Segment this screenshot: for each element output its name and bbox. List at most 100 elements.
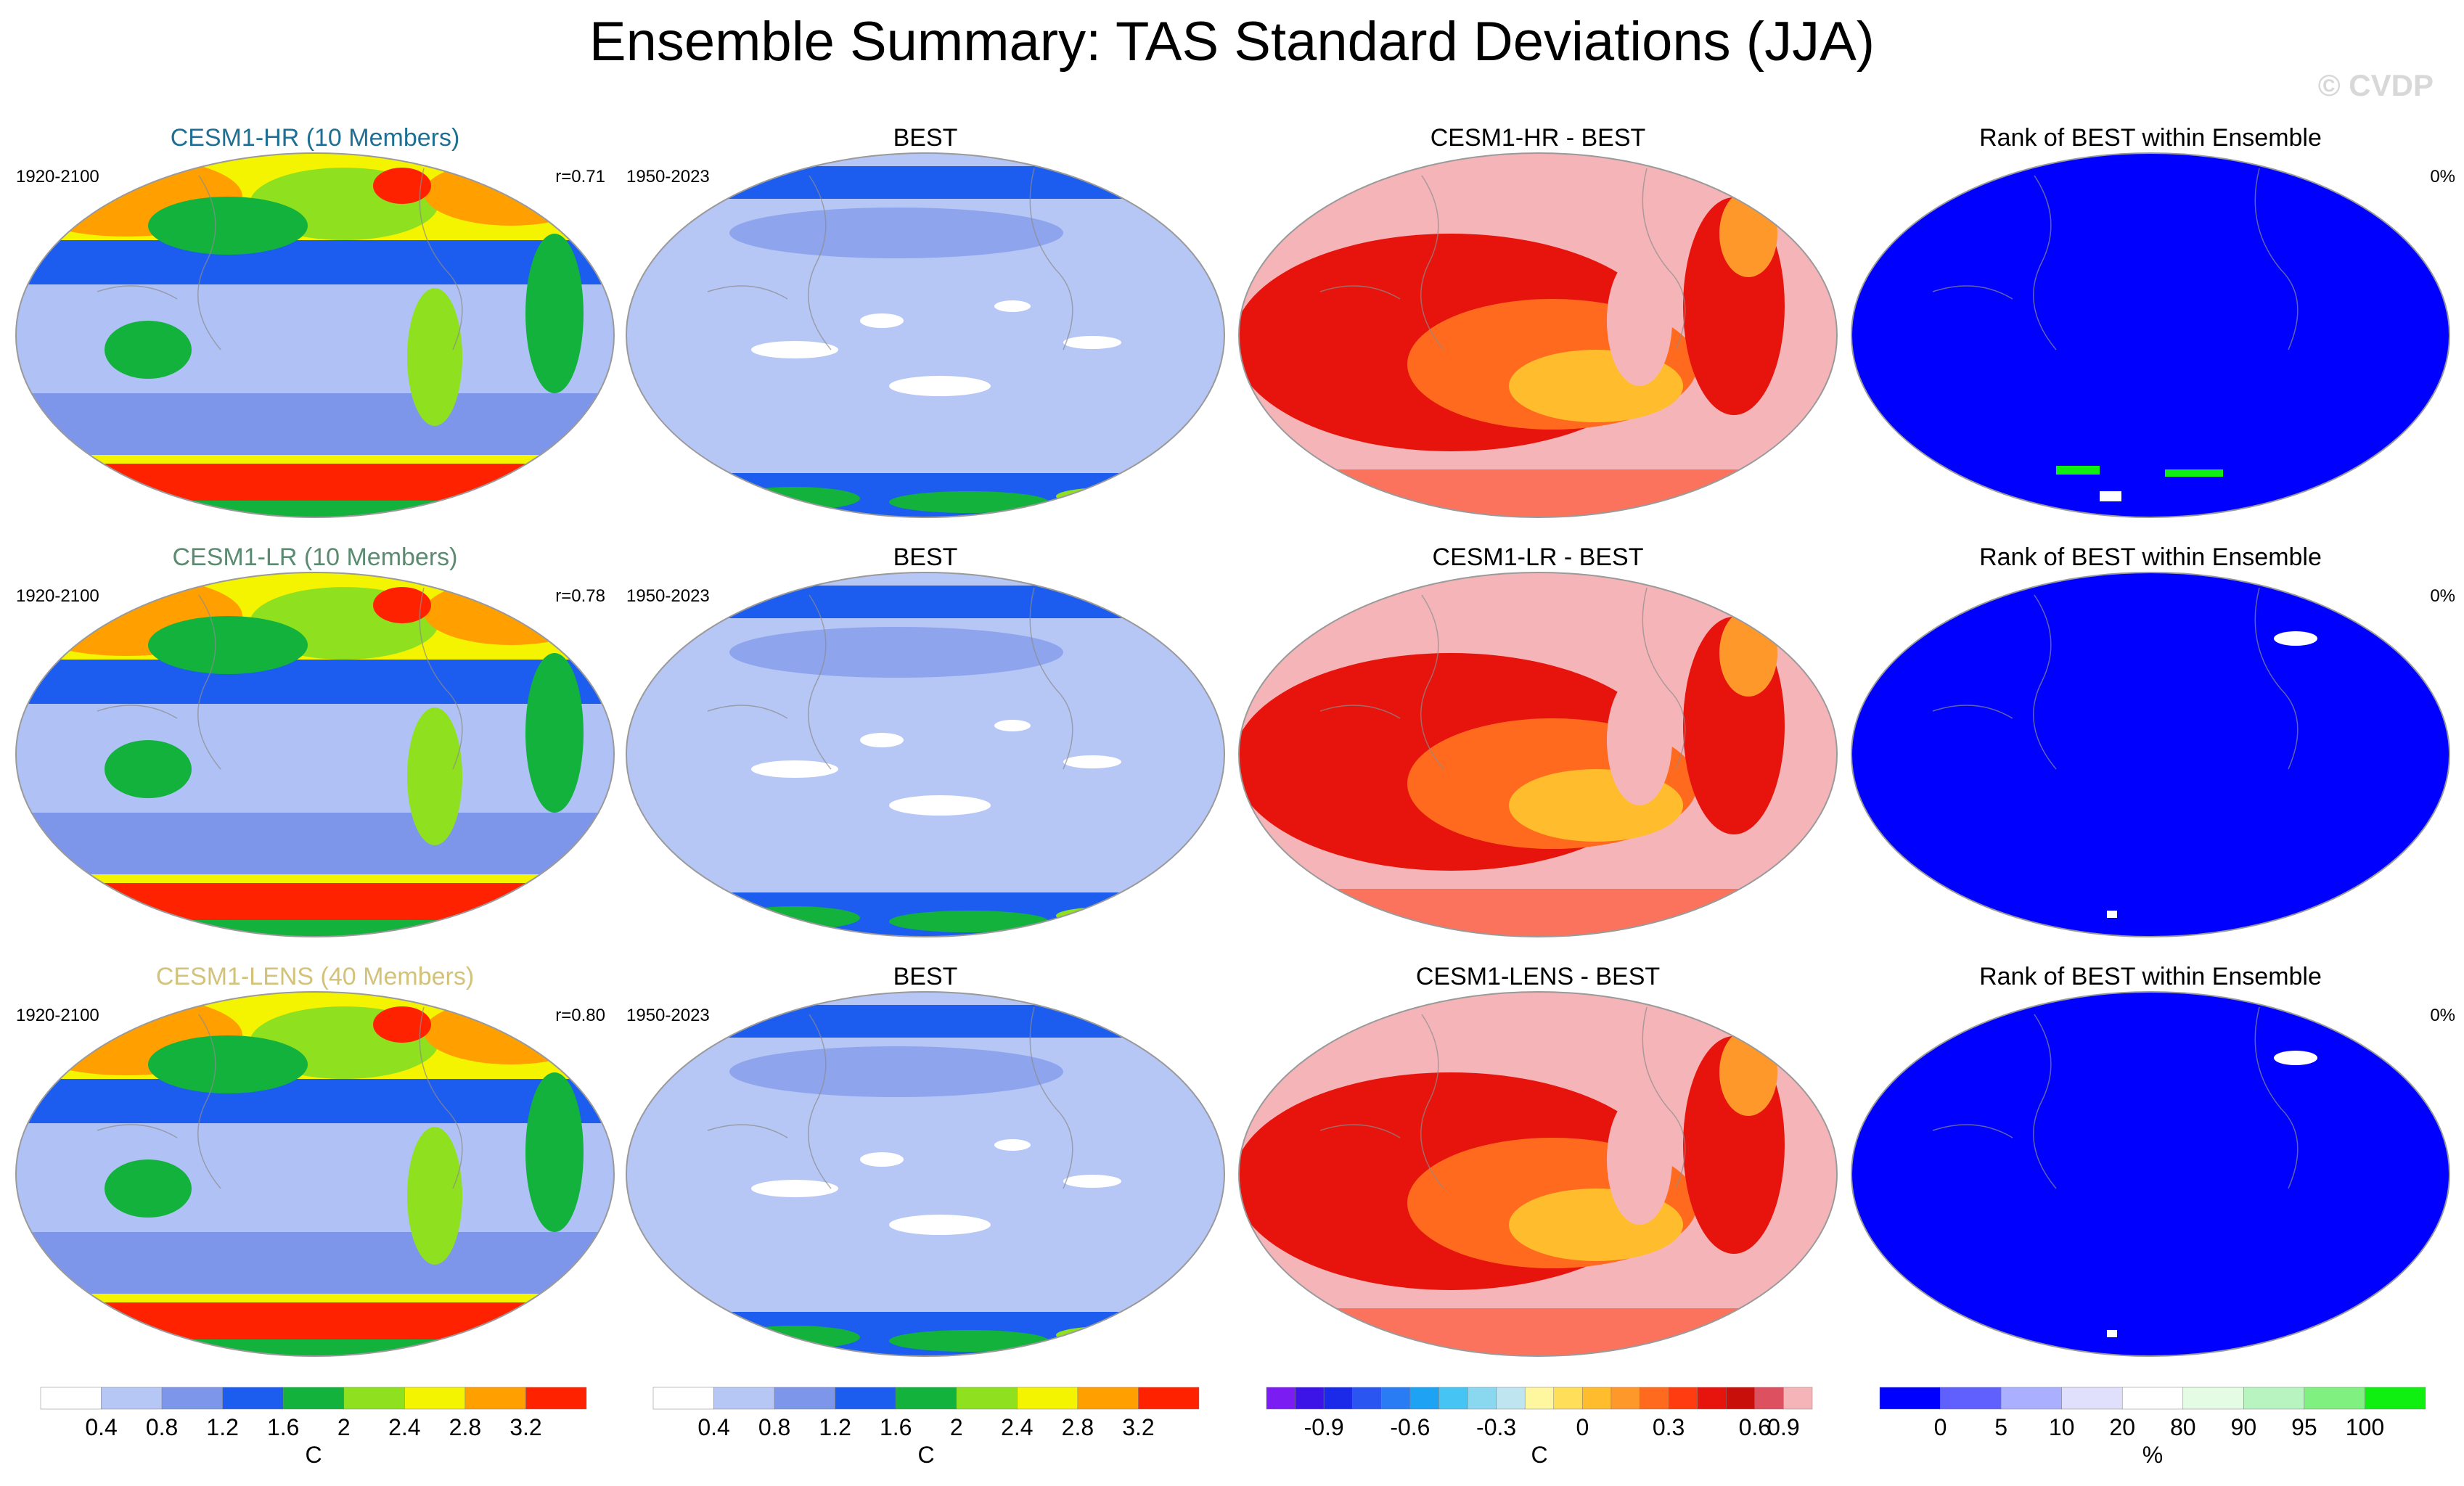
obs-period-label: 1950-2023: [626, 1006, 710, 1025]
colorbar-swatch: [2121, 1387, 2184, 1410]
colorbar-tick-label: 0.8: [146, 1414, 178, 1440]
colorbar-swatch: [2243, 1387, 2305, 1410]
pattern-correlation-label: r=0.78: [555, 586, 605, 606]
model-period-label: 1920-2100: [16, 167, 99, 186]
colorbar-swatch: [1754, 1387, 1784, 1410]
colorbar-swatch: [1323, 1387, 1353, 1410]
colorbar-tick-label: -0.6: [1390, 1414, 1430, 1440]
colorbar-unit-label: %: [2142, 1442, 2163, 1468]
colorbar-swatch: [1610, 1387, 1640, 1410]
colorbar-swatch: [222, 1387, 284, 1410]
colorbar-tick-label: 80: [2170, 1414, 2196, 1440]
colorbar-swatch: [1783, 1387, 1813, 1410]
panel-model-row-1: CESM1-HR (10 Members) 1920-2100 r=0.71: [15, 124, 615, 518]
colorbar-tick-label: 1.2: [206, 1414, 238, 1440]
colorbar-tick-label: 95: [2291, 1414, 2317, 1440]
colorbar-swatch: [1017, 1387, 1078, 1410]
colorbar-swatch: [2000, 1387, 2062, 1410]
colorbar-swatch: [956, 1387, 1018, 1410]
cvdp-watermark: © CVDP: [2317, 68, 2434, 102]
pattern-correlation-label: r=0.80: [555, 1006, 605, 1025]
colorbar-swatch: [1409, 1387, 1439, 1410]
colorbar-tick-label: 2: [950, 1414, 963, 1440]
colorbar-tick-label: 0: [1576, 1414, 1589, 1440]
colorbar-swatch: [2365, 1387, 2426, 1410]
colorbar-tick-label: 0.6: [1739, 1414, 1771, 1440]
model-panel-title: CESM1-LENS (40 Members): [156, 963, 474, 990]
colorbar-swatch: [1438, 1387, 1468, 1410]
colorbar-unit-label: C: [305, 1442, 322, 1468]
panel-rank-row-3: Rank of BEST within Ensemble 0%: [1851, 963, 2455, 1357]
diff-panel-title: CESM1-HR - BEST: [1430, 124, 1646, 152]
panel-model-row-3: CESM1-LENS (40 Members) 1920-2100 r=0.80: [15, 963, 615, 1357]
colorbar-swatch: [1295, 1387, 1325, 1410]
colorbar-tick-label: 1.6: [267, 1414, 299, 1440]
colorbar-tick-label: 90: [2231, 1414, 2257, 1440]
colorbar-swatch: [1381, 1387, 1411, 1410]
obs-panel-title: BEST: [893, 543, 958, 571]
colorbar-unit-label: C: [1531, 1442, 1547, 1468]
colorbar-tick-label: 2.8: [1062, 1414, 1094, 1440]
colorbar-swatch: [525, 1387, 587, 1410]
colorbar-2: 0.4 0.8 1.2 1.6 2 2.4 2.8 3.2 C: [652, 1387, 1200, 1468]
colorbar-tick-label: 2.4: [388, 1414, 420, 1440]
colorbar-swatch: [2182, 1387, 2244, 1410]
rank-panel-title: Rank of BEST within Ensemble: [1979, 963, 2322, 990]
colorbar-swatch: [2304, 1387, 2365, 1410]
panel-diff-row-3: CESM1-LENS - BEST: [1238, 963, 1838, 1357]
colorbar-swatch: [404, 1387, 466, 1410]
colorbar-tick-label: -0.3: [1476, 1414, 1516, 1440]
panel-rank-row-1: Rank of BEST within Ensemble 0%: [1851, 124, 2455, 518]
colorbar-swatch: [1077, 1387, 1139, 1410]
model-panel-title: CESM1-HR (10 Members): [171, 124, 460, 152]
colorbar-4: 0 5 10 20 80 90 95 100%: [1879, 1387, 2426, 1468]
panel-diff-row-1: CESM1-HR - BEST: [1238, 124, 1838, 518]
colorbar-swatch: [101, 1387, 163, 1410]
colorbar-tick-label: 0.4: [85, 1414, 117, 1440]
colorbar-swatch: [161, 1387, 223, 1410]
colorbar-swatch: [1524, 1387, 1555, 1410]
diff-panel-title: CESM1-LR - BEST: [1433, 543, 1644, 571]
colorbar-tick-label: 0.8: [758, 1414, 790, 1440]
figure-title: Ensemble Summary: TAS Standard Deviation…: [589, 11, 1875, 73]
colorbar-swatch: [1496, 1387, 1526, 1410]
panel-diff-row-2: CESM1-LR - BEST: [1238, 543, 1838, 937]
obs-period-label: 1950-2023: [626, 167, 710, 186]
pattern-correlation-label: r=0.71: [555, 167, 605, 186]
colorbar-swatch: [774, 1387, 835, 1410]
panel-model-row-2: CESM1-LR (10 Members) 1920-2100 r=0.78: [15, 543, 615, 937]
panel-obs-row-2: BEST 1950-2023: [626, 543, 1225, 937]
colorbar-swatch: [713, 1387, 775, 1410]
colorbar-tick-label: 3.2: [1122, 1414, 1154, 1440]
colorbar-tick-label: 100: [2346, 1414, 2384, 1440]
obs-panel-title: BEST: [893, 124, 958, 152]
colorbar-tick-label: 1.6: [880, 1414, 912, 1440]
colorbar-tick-label: 0.9: [1767, 1414, 1799, 1440]
colorbar-swatch: [1640, 1387, 1669, 1410]
colorbar-swatch: [895, 1387, 957, 1410]
colorbar-tick-label: 2.8: [449, 1414, 481, 1440]
colorbar-swatch: [835, 1387, 896, 1410]
colorbar-swatch: [1553, 1387, 1583, 1410]
model-panel-title: CESM1-LR (10 Members): [173, 543, 458, 571]
panel-obs-row-3: BEST 1950-2023: [626, 963, 1225, 1357]
colorbar-tick-label: 0.3: [1653, 1414, 1685, 1440]
colorbar-tick-label: 2: [337, 1414, 351, 1440]
panel-rank-row-2: Rank of BEST within Ensemble 0%: [1851, 543, 2455, 937]
colorbar-swatch: [343, 1387, 405, 1410]
colorbar-swatch: [40, 1387, 102, 1410]
colorbar-tick-label: 10: [2049, 1414, 2075, 1440]
diff-panel-title: CESM1-LENS - BEST: [1416, 963, 1660, 990]
colorbar-tick-label: 3.2: [509, 1414, 541, 1440]
colorbar-swatch: [1726, 1387, 1756, 1410]
colorbar-swatch: [464, 1387, 526, 1410]
model-period-label: 1920-2100: [16, 1006, 99, 1025]
colorbar-unit-label: C: [917, 1442, 934, 1468]
colorbar-swatch: [1352, 1387, 1382, 1410]
panel-obs-row-1: BEST 1950-2023: [626, 124, 1225, 518]
colorbar-tick-label: 1.2: [819, 1414, 851, 1440]
colorbar-swatch: [1138, 1387, 1200, 1410]
colorbar-tick-label: 5: [1994, 1414, 2007, 1440]
rank-percent-label: 0%: [2430, 167, 2455, 186]
